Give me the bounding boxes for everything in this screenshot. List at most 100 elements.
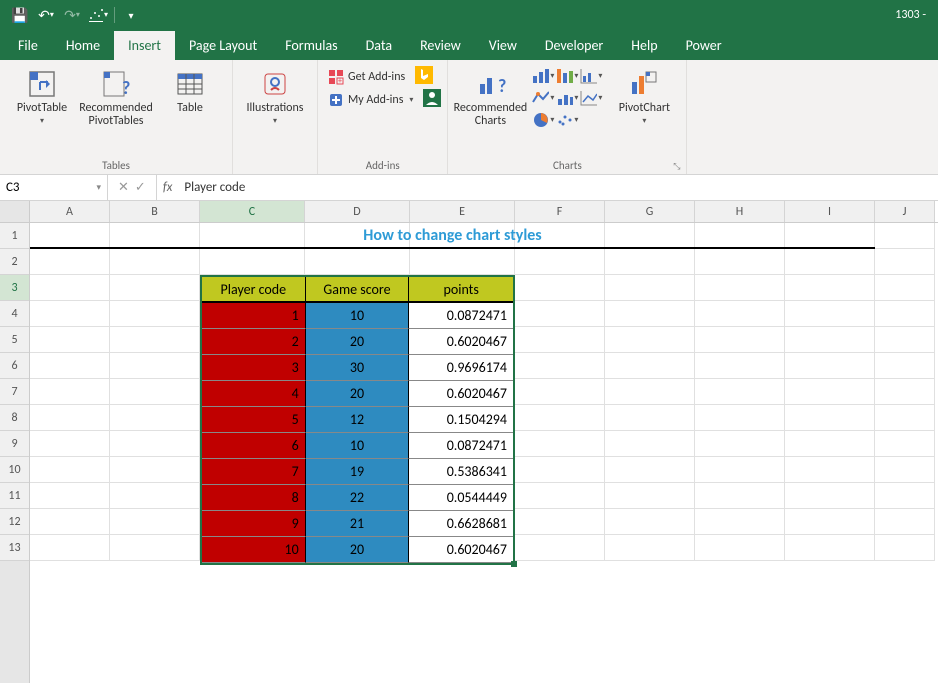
tab-insert[interactable]: Insert	[114, 31, 175, 60]
cell[interactable]	[515, 483, 605, 509]
redo-icon[interactable]: ↷▾	[60, 3, 84, 27]
cell[interactable]	[30, 249, 110, 275]
cell[interactable]	[515, 301, 605, 327]
cell[interactable]	[605, 353, 695, 379]
cell[interactable]	[785, 431, 875, 457]
cell[interactable]	[695, 457, 785, 483]
col-header-J[interactable]: J	[875, 201, 935, 222]
row-header-10[interactable]: 10	[0, 457, 29, 483]
col-header-C[interactable]: C	[200, 201, 305, 222]
cell[interactable]	[875, 535, 935, 561]
cell[interactable]	[605, 431, 695, 457]
table-cell[interactable]: 0.6628681	[409, 511, 513, 537]
chart-icon[interactable]: ▾	[86, 3, 110, 27]
cell[interactable]	[785, 405, 875, 431]
cell[interactable]	[695, 483, 785, 509]
cell[interactable]	[695, 535, 785, 561]
cell[interactable]	[785, 379, 875, 405]
table-cell[interactable]: 5	[202, 407, 306, 433]
table-cell[interactable]: 6	[202, 433, 306, 459]
bar-chart-icon[interactable]	[532, 66, 554, 86]
histogram-icon[interactable]	[580, 66, 602, 86]
cell[interactable]	[605, 509, 695, 535]
table-header[interactable]: Player code	[202, 277, 306, 303]
cell[interactable]	[875, 509, 935, 535]
cell[interactable]	[30, 535, 110, 561]
cell[interactable]	[110, 353, 200, 379]
table-cell[interactable]: 30	[306, 355, 410, 381]
cell[interactable]	[515, 379, 605, 405]
cell[interactable]	[30, 405, 110, 431]
tab-help[interactable]: Help	[617, 31, 671, 60]
tab-data[interactable]: Data	[352, 31, 406, 60]
cell[interactable]	[110, 535, 200, 561]
cell[interactable]	[110, 431, 200, 457]
row-header-13[interactable]: 13	[0, 535, 29, 561]
cell[interactable]	[305, 249, 410, 275]
row-header-8[interactable]: 8	[0, 405, 29, 431]
table-cell[interactable]: 0.0872471	[409, 433, 513, 459]
cell[interactable]	[110, 405, 200, 431]
cell[interactable]	[785, 301, 875, 327]
table-cell[interactable]: 0.0872471	[409, 303, 513, 329]
tab-view[interactable]: View	[475, 31, 531, 60]
cell[interactable]	[605, 535, 695, 561]
cell[interactable]	[515, 535, 605, 561]
cell[interactable]	[605, 275, 695, 301]
col-header-G[interactable]: G	[605, 201, 695, 222]
cell[interactable]	[515, 275, 605, 301]
tab-formulas[interactable]: Formulas	[271, 31, 351, 60]
table-cell[interactable]: 20	[306, 329, 410, 355]
cell[interactable]	[875, 483, 935, 509]
col-header-H[interactable]: H	[695, 201, 785, 222]
recommended-button[interactable]: ?RecommendedCharts	[454, 64, 526, 128]
cell[interactable]	[695, 379, 785, 405]
table-cell[interactable]: 10	[306, 303, 410, 329]
col-header-E[interactable]: E	[410, 201, 515, 222]
table-cell[interactable]: 21	[306, 511, 410, 537]
row-header-11[interactable]: 11	[0, 483, 29, 509]
cell[interactable]	[515, 405, 605, 431]
cell[interactable]	[30, 483, 110, 509]
cell[interactable]	[785, 509, 875, 535]
cells[interactable]: How to change chart stylesPlayer codeGam…	[30, 223, 938, 561]
cell[interactable]	[605, 249, 695, 275]
cell[interactable]	[875, 353, 935, 379]
cell[interactable]	[875, 301, 935, 327]
table-cell[interactable]: 0.9696174	[409, 355, 513, 381]
cell[interactable]	[785, 327, 875, 353]
table-cell[interactable]: 2	[202, 329, 306, 355]
name-box[interactable]: C3	[0, 175, 108, 200]
selection-handle[interactable]	[511, 561, 517, 567]
cell[interactable]	[30, 353, 110, 379]
tab-page-layout[interactable]: Page Layout	[175, 31, 271, 60]
cell[interactable]	[30, 457, 110, 483]
my-add-ins-button[interactable]: My Add-ins▾	[324, 90, 417, 110]
column-chart-icon[interactable]	[556, 66, 578, 86]
scatter-chart-icon[interactable]	[556, 110, 578, 130]
cell[interactable]	[695, 431, 785, 457]
get-add-ins-button[interactable]: +Get Add-ins	[324, 67, 409, 87]
table-cell[interactable]: 0.1504294	[409, 407, 513, 433]
tab-home[interactable]: Home	[52, 31, 114, 60]
formula-input[interactable]: Player code	[178, 175, 938, 200]
enter-icon[interactable]: ✓	[135, 180, 146, 195]
col-header-D[interactable]: D	[305, 201, 410, 222]
cell[interactable]	[785, 457, 875, 483]
cell[interactable]	[785, 275, 875, 301]
cell[interactable]	[605, 405, 695, 431]
save-icon[interactable]: 💾	[8, 3, 32, 27]
cell[interactable]	[785, 535, 875, 561]
table-header[interactable]: points	[409, 277, 513, 303]
table-header[interactable]: Game score	[306, 277, 410, 303]
cell[interactable]	[410, 249, 515, 275]
row-header-2[interactable]: 2	[0, 249, 29, 275]
cell[interactable]	[875, 327, 935, 353]
cell[interactable]	[605, 301, 695, 327]
table-cell[interactable]: 20	[306, 537, 410, 563]
table-cell[interactable]: 0.6020467	[409, 381, 513, 407]
cell[interactable]	[875, 249, 935, 275]
table-cell[interactable]: 7	[202, 459, 306, 485]
people-icon[interactable]	[423, 89, 441, 111]
row-header-12[interactable]: 12	[0, 509, 29, 535]
